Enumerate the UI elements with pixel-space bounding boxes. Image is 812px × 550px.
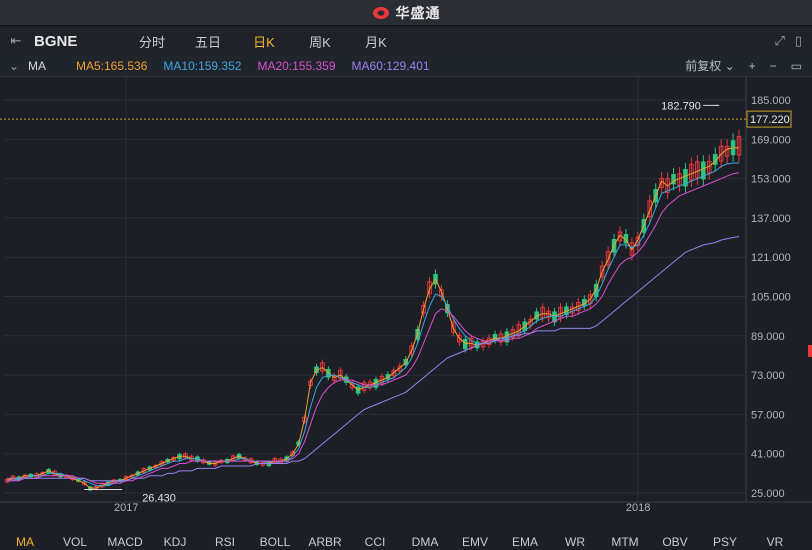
window-title: 华盛通 (395, 4, 441, 21)
zoom-in-icon[interactable]: + (748, 58, 756, 73)
x-tick-label: 2017 (114, 502, 138, 514)
y-tick-label: 41.000 (751, 449, 785, 461)
panel-collapse-icon[interactable]: ⇤ (10, 33, 22, 48)
candlestick (492, 330, 498, 344)
indicator-tab-wr[interactable]: WR (565, 535, 585, 549)
settings-icon[interactable]: ▭ (790, 58, 802, 73)
indicator-tab-ema[interactable]: EMA (511, 535, 538, 549)
indicator-name: MA (28, 58, 46, 73)
indicator-tab-cci[interactable]: CCI (364, 535, 386, 549)
ma5-value: MA5:165.536 (76, 58, 148, 73)
candlestick (320, 359, 325, 375)
chevron-down-icon: ⌄ (724, 59, 735, 73)
indicator-tab-ma[interactable]: MA (16, 535, 34, 549)
indicator-tab-vr[interactable]: VR (766, 535, 784, 549)
candlestick (326, 366, 331, 381)
y-tick-label: 137.000 (751, 213, 791, 225)
candlestick (695, 155, 700, 185)
fullscreen-icon[interactable]: ⤢ (774, 33, 785, 48)
candlestick (701, 155, 706, 186)
series-line-ma20 (7, 172, 740, 484)
indicator-tab-mtm[interactable]: MTM (611, 535, 639, 549)
tab-monthly-k[interactable]: 月K (365, 34, 387, 50)
adjust-dropdown[interactable]: 前复权 ⌄ (685, 57, 734, 74)
price-chart[interactable]: 185.000 169.000 153.000 137.000 121.000 105.0… (0, 77, 812, 517)
candlestick (332, 372, 337, 384)
adjust-label: 前复权 (685, 59, 722, 73)
series-line-ma10 (7, 162, 740, 487)
indicator-tabs: MA VOL MACD KDJ RSI BOLL ARBR CCI DMA EMV EMA WR MTM… (0, 535, 812, 550)
indicator-tab-macd[interactable]: MACD (107, 535, 143, 549)
y-tick-label: 153.000 (751, 174, 791, 186)
last-price-label: 177.220 (750, 114, 790, 126)
chart-toolbar: ⇤ BGNE 分时 五日 日K 周K 月K ⤢ ▯ (0, 27, 812, 55)
chevron-down-icon[interactable]: ⌄ (8, 58, 20, 73)
window-controls: ⤢ ▯ (774, 33, 802, 49)
candlestick (504, 328, 510, 346)
y-tick-label: 105.000 (751, 292, 791, 304)
tab-five-day[interactable]: 五日 (194, 34, 221, 50)
indicator-tab-obv[interactable]: OBV (662, 535, 688, 549)
tab-weekly-k[interactable]: 周K (309, 34, 331, 50)
sidebar-toggle-icon[interactable]: ▯ (794, 33, 802, 48)
candlestick (671, 167, 676, 191)
ma-indicator-bar: ⌄ MA MA5:165.536 MA10:159.352 MA20:155.3… (0, 55, 812, 77)
y-tick-label: 185.000 (751, 95, 791, 107)
candlestick (689, 157, 694, 188)
indicator-tab-arbr[interactable]: ARBR (308, 535, 342, 549)
y-tick-label: 57.000 (751, 409, 785, 421)
indicator-tab-rsi[interactable]: RSI (214, 535, 235, 549)
x-tick-label: 2018 (626, 502, 650, 514)
high-label: 182.790 (661, 100, 701, 112)
series-line-ma60 (7, 236, 740, 482)
indicator-tab-boll[interactable]: BOLL (259, 535, 291, 549)
indicator-tab-psy[interactable]: PSY (712, 535, 737, 549)
ma60-value: MA60:129.401 (351, 58, 430, 73)
app-logo-icon (372, 6, 389, 19)
y-tick-label: 25.000 (751, 488, 785, 500)
scroll-marker (808, 345, 812, 357)
ma10-value: MA10:159.352 (163, 58, 242, 73)
candlestick (552, 307, 557, 327)
stock-symbol: BGNE (34, 32, 78, 50)
y-tick-label: 73.000 (751, 370, 785, 382)
tab-intraday[interactable]: 分时 (138, 34, 165, 50)
ma20-value: MA20:155.359 (257, 58, 336, 73)
indicator-tab-emv[interactable]: EMV (461, 535, 488, 549)
series-line-ma5 (6, 147, 739, 489)
candlestick (736, 129, 742, 163)
candlestick (647, 194, 653, 223)
tab-daily-k[interactable]: 日K (253, 34, 275, 50)
candlestick (337, 367, 343, 382)
title-bar: 华盛通 (0, 0, 812, 26)
zoom-out-icon[interactable]: − (769, 58, 777, 73)
y-tick-label: 169.000 (751, 134, 791, 146)
last-price-box (746, 110, 792, 128)
y-tick-label: 89.000 (751, 331, 785, 343)
indicator-tab-vol[interactable]: VOL (62, 535, 87, 549)
candlestick (427, 277, 432, 299)
candlestick (605, 246, 611, 270)
low-label: 26.430 (142, 492, 176, 504)
candlestick (462, 335, 468, 353)
candlestick (724, 139, 730, 164)
indicator-tab-dma[interactable]: DMA (411, 535, 439, 549)
candlestick (683, 162, 688, 193)
indicator-tab-kdj[interactable]: KDJ (163, 535, 187, 549)
y-tick-label: 121.000 (751, 252, 791, 264)
